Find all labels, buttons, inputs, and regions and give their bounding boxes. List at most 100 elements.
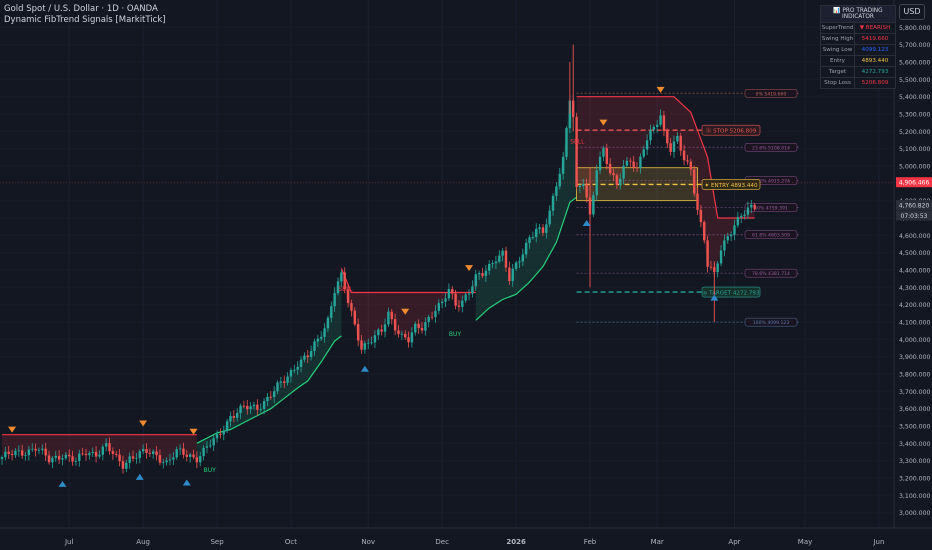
candle-body xyxy=(131,456,135,459)
info-table-row: Swing High 5419.660 xyxy=(821,33,895,44)
candle-body xyxy=(323,328,326,337)
candle-body xyxy=(141,449,145,452)
indicator-title[interactable]: Dynamic FibTrend Signals [MarkitTick] xyxy=(4,15,166,25)
indicator-info-table: 📊 PRO TRADING INDICATOR SuperTrend ▼ BEAR… xyxy=(820,5,896,89)
candle-body xyxy=(236,413,239,418)
candle-body xyxy=(407,337,410,343)
candle-body xyxy=(682,150,686,161)
info-table-value: 5206.809 xyxy=(855,78,895,88)
candle-body xyxy=(417,323,420,329)
candle-body xyxy=(232,415,236,418)
candle-body xyxy=(249,406,252,410)
candle-body xyxy=(27,449,31,456)
swing-high-marker xyxy=(139,420,148,427)
price-badge-label: 4,760.820 xyxy=(899,202,930,209)
candle-body xyxy=(528,237,531,243)
candle-body xyxy=(430,316,434,318)
candle-body xyxy=(511,268,514,281)
swing-high-marker xyxy=(465,265,474,272)
candle-body xyxy=(367,342,370,344)
candle-body xyxy=(383,324,387,332)
candle-body xyxy=(642,149,645,157)
candle-body xyxy=(293,369,296,371)
candle-body xyxy=(121,461,125,469)
candle-body xyxy=(561,156,565,174)
fib-label-box xyxy=(744,203,798,212)
candle-body xyxy=(182,448,185,455)
candle-body xyxy=(726,236,729,241)
candle-body xyxy=(283,381,286,383)
candle-body xyxy=(229,415,232,422)
candle-body xyxy=(498,255,501,262)
candle-body xyxy=(199,456,202,463)
fib-level-label: 50% 4759.391 xyxy=(754,206,788,212)
swing-low-marker xyxy=(710,294,719,301)
info-table-row: Swing Low 4099.123 xyxy=(821,44,895,55)
info-table-label: SuperTrend xyxy=(821,23,855,33)
time-axis-label: Oct xyxy=(285,538,297,546)
price-axis-label: 3,100.000 xyxy=(899,493,931,500)
trade-level-label: ◎ TARGET 4272.793 xyxy=(702,291,760,297)
candle-body xyxy=(296,366,299,370)
candle-body xyxy=(659,115,662,125)
candle-body xyxy=(424,322,427,331)
candle-body xyxy=(504,250,508,268)
candle-body xyxy=(91,451,94,454)
candle-body xyxy=(108,443,111,452)
candle-body xyxy=(444,298,447,302)
candle-body xyxy=(535,228,538,238)
candle-body xyxy=(484,270,488,277)
candle-body xyxy=(592,195,595,215)
candle-body xyxy=(152,451,155,454)
swing-low-marker xyxy=(182,479,191,486)
candle-body xyxy=(743,214,746,216)
candle-body xyxy=(414,323,417,333)
candle-body xyxy=(276,382,279,392)
candle-body xyxy=(88,453,91,456)
supertrend-line xyxy=(340,268,476,294)
candle-body xyxy=(363,343,367,350)
candle-body xyxy=(306,355,309,358)
candle-body xyxy=(286,376,289,383)
candle-body xyxy=(467,293,471,295)
candle-body xyxy=(330,306,333,318)
swing-high-marker xyxy=(8,426,17,433)
candle-body xyxy=(51,457,54,463)
info-table-row: Target 4272.793 xyxy=(821,66,895,77)
candle-body xyxy=(168,459,172,461)
symbol-title[interactable]: Gold Spot / U.S. Dollar · 1D · OANDA xyxy=(4,4,158,14)
info-table-label: Swing Low xyxy=(821,45,855,55)
candle-body xyxy=(669,143,672,152)
candle-body xyxy=(37,449,41,451)
candle-body xyxy=(729,234,733,237)
candle-body xyxy=(219,434,222,435)
candle-body xyxy=(44,448,47,456)
candle-body xyxy=(703,222,706,241)
candle-body xyxy=(202,447,205,457)
fib-label-box xyxy=(744,143,798,152)
candle-body xyxy=(262,401,266,409)
candle-body xyxy=(555,186,558,196)
candle-body xyxy=(303,355,306,360)
currency-button[interactable]: USD xyxy=(899,4,925,20)
candle-body xyxy=(360,340,363,350)
price-axis-label: 3,500.000 xyxy=(899,423,931,430)
candle-body xyxy=(545,224,548,233)
price-axis-label: 5,700.000 xyxy=(899,42,931,49)
candle-body xyxy=(185,454,188,457)
candle-body xyxy=(299,359,303,367)
candle-body xyxy=(165,460,168,463)
candle-body xyxy=(753,204,756,209)
info-table-value: 4893.440 xyxy=(855,56,895,66)
fib-level-label: 78.6% 4381.714 xyxy=(752,271,790,277)
sell-signal: SELL xyxy=(338,286,353,293)
candle-body xyxy=(135,458,138,459)
candle-body xyxy=(662,115,666,131)
candle-body xyxy=(649,129,652,141)
candle-body xyxy=(699,209,703,223)
candle-body xyxy=(279,381,283,383)
candle-body xyxy=(111,451,115,454)
candle-body xyxy=(518,261,521,263)
candle-body xyxy=(652,126,656,130)
